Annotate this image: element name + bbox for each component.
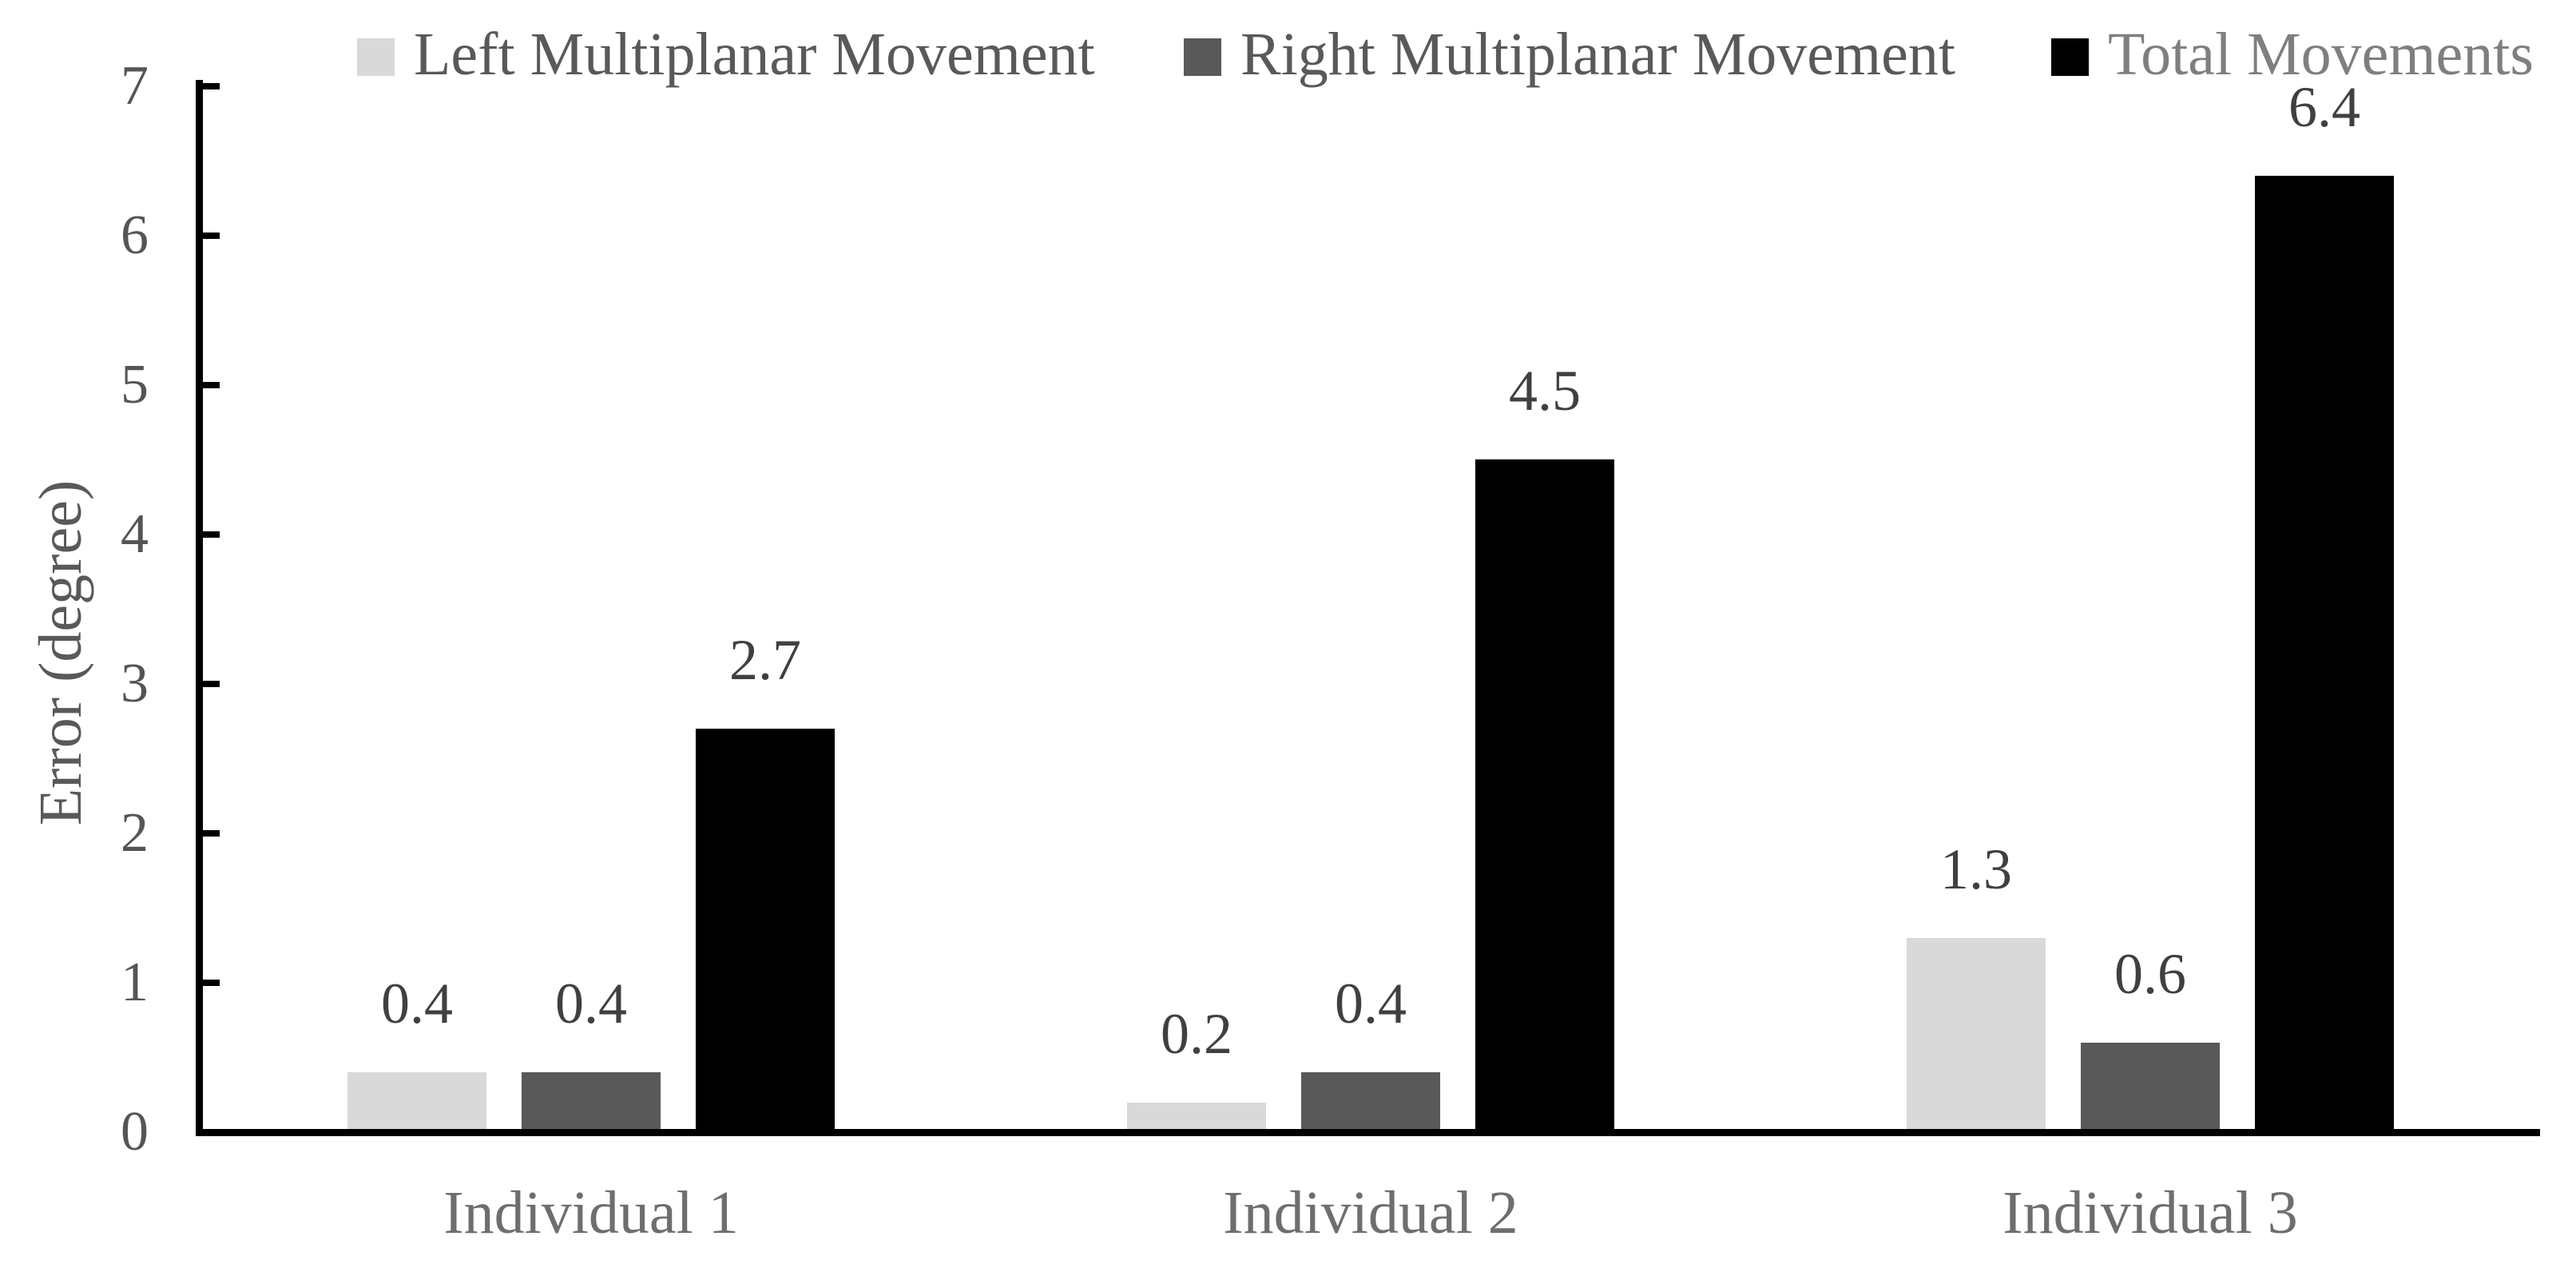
legend-item-total-movements: Total Movements [2051, 24, 2534, 85]
category-label-individual-2: Individual 2 [1223, 1179, 1518, 1246]
legend-label: Left Multiplanar Movement [414, 21, 1095, 88]
data-label-left-multiplanar-movement-individual-1: 0.4 [381, 972, 453, 1035]
data-label-total-movements-individual-3: 6.4 [2288, 75, 2360, 139]
y-tick-mark [203, 382, 220, 388]
y-tick-label-5: 5 [121, 354, 149, 415]
y-tick-label-7: 7 [121, 55, 149, 117]
x-axis-line [196, 1129, 2540, 1136]
y-tick-label-0: 0 [121, 1101, 149, 1163]
y-tick-label-2: 2 [121, 802, 149, 864]
y-tick-mark [203, 83, 220, 89]
y-axis-title: Error (degree) [27, 479, 94, 826]
y-tick-mark [203, 980, 220, 986]
y-tick-label-6: 6 [121, 205, 149, 266]
legend-item-right-multiplanar-movement: Right Multiplanar Movement [1184, 24, 1955, 85]
y-tick-label-4: 4 [121, 503, 149, 565]
legend-swatch-icon [357, 38, 395, 76]
bar-total-movements-individual-3 [2255, 176, 2394, 1132]
category-label-individual-3: Individual 3 [2002, 1179, 2298, 1246]
bar-total-movements-individual-2 [1475, 459, 1614, 1132]
legend-label: Total Movements [2108, 21, 2534, 88]
data-label-right-multiplanar-movement-individual-2: 0.4 [1335, 972, 1407, 1035]
data-label-right-multiplanar-movement-individual-3: 0.6 [2114, 942, 2186, 1006]
y-tick-mark [203, 830, 220, 837]
y-tick-label-3: 3 [121, 653, 149, 714]
y-axis-line [196, 80, 203, 1135]
data-label-right-multiplanar-movement-individual-1: 0.4 [555, 972, 627, 1035]
data-label-left-multiplanar-movement-individual-2: 0.2 [1161, 1002, 1232, 1066]
legend-swatch-icon [1184, 38, 1221, 76]
bar-right-multiplanar-movement-individual-1 [522, 1072, 661, 1132]
legend-swatch-icon [2051, 38, 2089, 76]
bar-right-multiplanar-movement-individual-2 [1301, 1072, 1440, 1132]
y-tick-mark [203, 531, 220, 538]
legend-item-left-multiplanar-movement: Left Multiplanar Movement [357, 24, 1095, 85]
legend-label: Right Multiplanar Movement [1240, 21, 1956, 88]
data-label-left-multiplanar-movement-individual-3: 1.3 [1940, 837, 2012, 901]
y-tick-label-1: 1 [121, 952, 149, 1013]
data-label-total-movements-individual-1: 2.7 [729, 628, 801, 692]
bar-left-multiplanar-movement-individual-3 [1907, 938, 2046, 1132]
bar-left-multiplanar-movement-individual-2 [1127, 1103, 1266, 1132]
data-label-total-movements-individual-2: 4.5 [1509, 359, 1581, 423]
category-label-individual-1: Individual 1 [443, 1179, 739, 1246]
y-tick-mark [203, 233, 220, 239]
bar-left-multiplanar-movement-individual-1 [347, 1072, 486, 1132]
bar-right-multiplanar-movement-individual-3 [2081, 1043, 2220, 1132]
y-tick-mark [203, 681, 220, 687]
bar-total-movements-individual-1 [696, 729, 835, 1132]
